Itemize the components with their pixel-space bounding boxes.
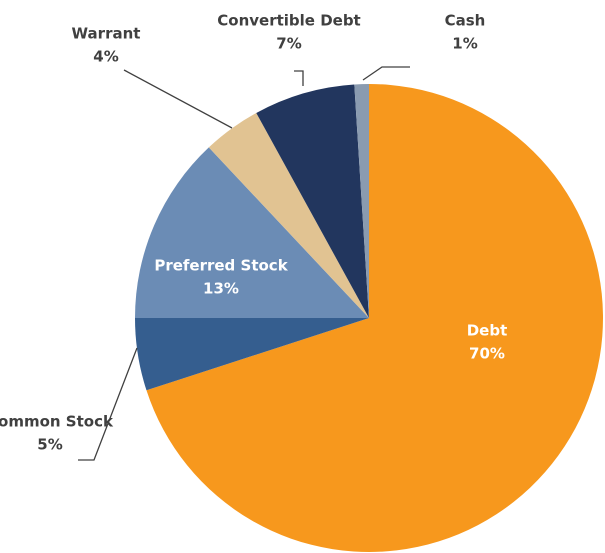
slice-name: Common Stock [0, 413, 114, 431]
pie-slice [354, 84, 369, 318]
slice-value-label: 1% [452, 35, 477, 53]
pie-slice [146, 84, 604, 552]
slice-name: Cash [445, 12, 486, 30]
slice-value-label: 7% [276, 35, 301, 53]
leader-line [123, 69, 233, 129]
pie-slice [135, 147, 369, 318]
slice-name: Preferred Stock [154, 257, 288, 275]
leader-line [362, 66, 410, 81]
leader-line [78, 347, 138, 461]
slice-value-label: 4% [93, 48, 118, 66]
slice-value-label: 70% [469, 345, 505, 363]
slice-value-label: 5% [37, 436, 62, 454]
pie-slice [256, 84, 369, 318]
slice-name: Warrant [72, 25, 141, 43]
slice-name: Convertible Debt [217, 12, 360, 30]
data-labels: Debt 70% Common Stock 5% Preferred Stock 13% W… [0, 12, 507, 454]
pie-slice [208, 112, 369, 318]
pie [135, 84, 604, 552]
slice-value-label: 13% [203, 280, 239, 298]
leader-line [294, 70, 304, 86]
slice-name: Debt [467, 322, 508, 340]
pie-slice [135, 318, 369, 391]
leader-lines [78, 66, 410, 461]
